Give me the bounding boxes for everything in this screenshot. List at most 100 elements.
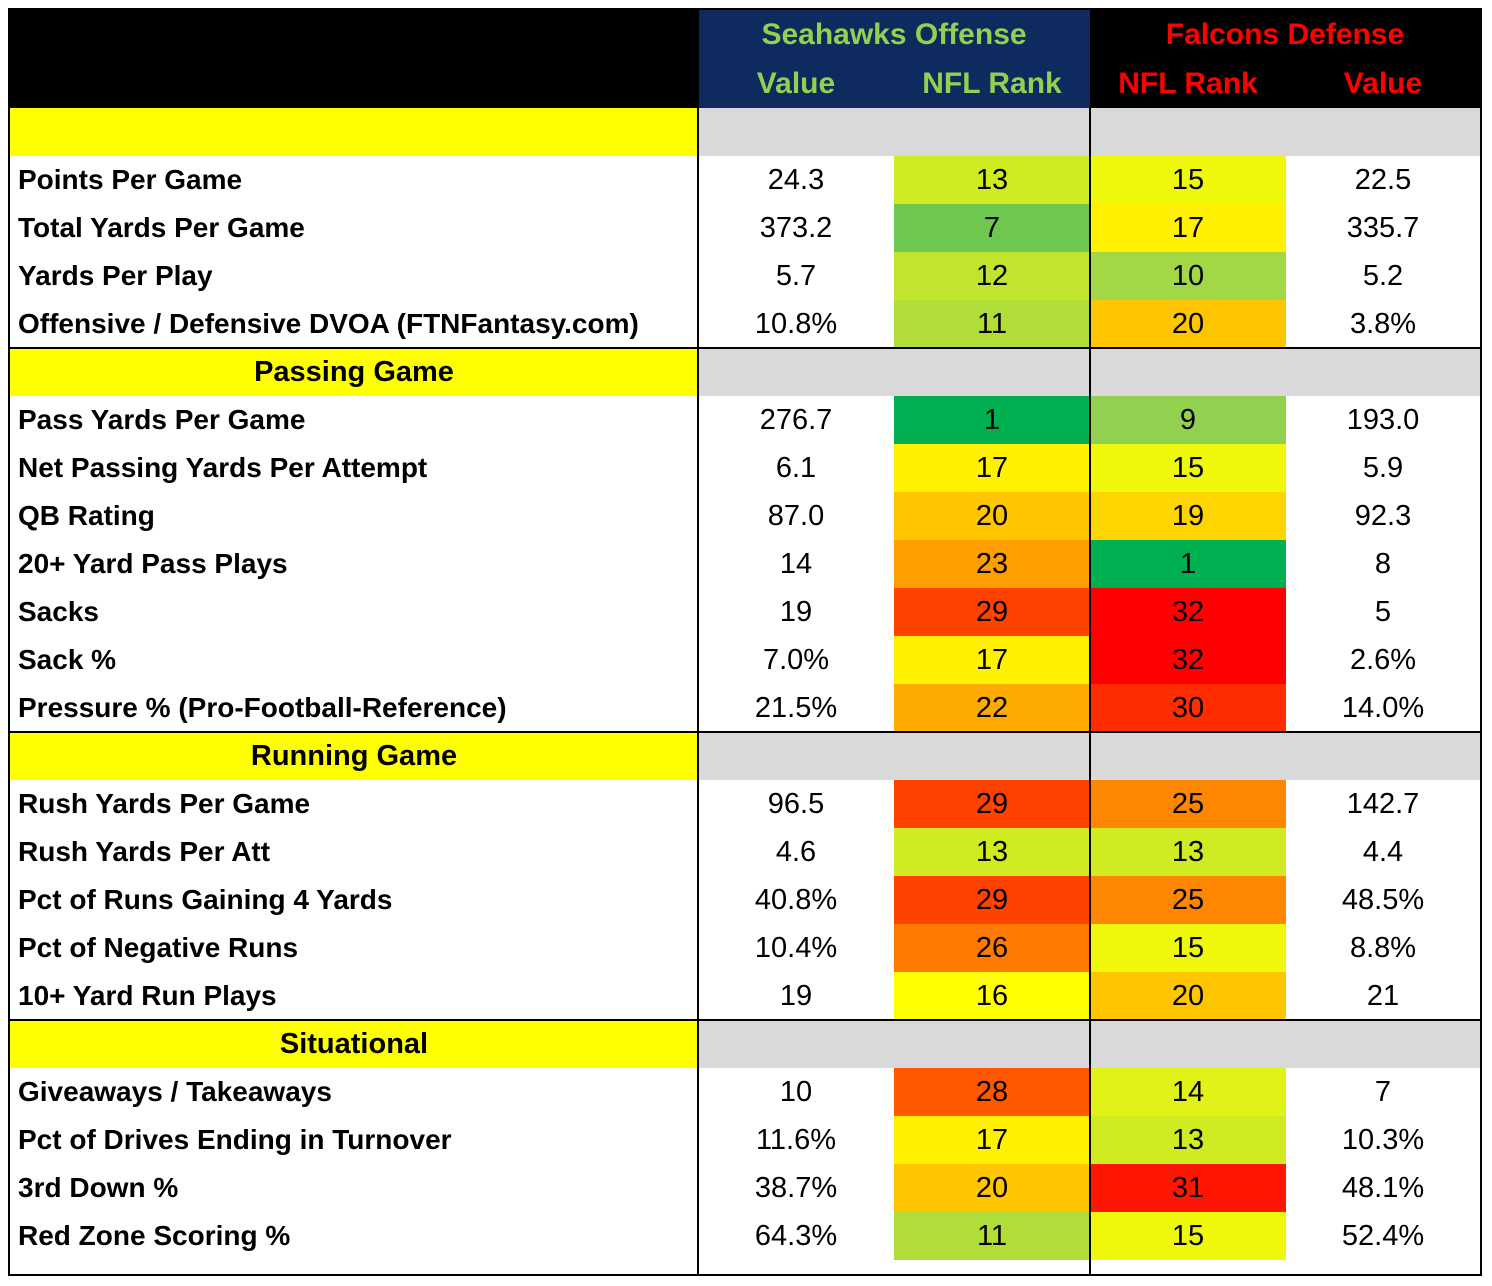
offense-value: 24.3	[767, 163, 825, 196]
defense-rank: 31	[1090, 1164, 1286, 1212]
stat-label: 20+ Yard Pass Plays	[18, 548, 288, 579]
defense-value-header: Value	[1343, 67, 1423, 100]
stat-label: Pass Yards Per Game	[18, 404, 306, 435]
offense-rank: 1	[894, 396, 1090, 444]
stat-label: Pct of Drives Ending in Turnover	[18, 1124, 452, 1155]
offense-rank-header: NFL Rank	[922, 67, 1062, 100]
defense-value: 48.5%	[1341, 883, 1425, 916]
defense-rank: 25	[1090, 876, 1286, 924]
offense-value: 87.0	[767, 499, 825, 532]
defense-value: 48.1%	[1341, 1171, 1425, 1204]
defense-rank: 9	[1090, 396, 1286, 444]
stats-table	[8, 8, 1482, 1276]
offense-value: 276.7	[759, 403, 833, 436]
stat-label: Giveaways / Takeaways	[18, 1076, 332, 1107]
defense-rank: 20	[1090, 972, 1286, 1020]
offense-rank: 17	[894, 444, 1090, 492]
defense-value: 3.8%	[1349, 307, 1417, 340]
offense-value: 5.7	[775, 259, 817, 292]
offense-rank: 11	[894, 1212, 1090, 1260]
section-divider	[10, 1019, 1480, 1021]
offense-rank: 13	[894, 156, 1090, 204]
defense-rank: 14	[1090, 1068, 1286, 1116]
offense-rank: 28	[894, 1068, 1090, 1116]
defense-rank: 15	[1090, 444, 1286, 492]
stat-label: Rush Yards Per Game	[18, 788, 311, 819]
defense-rank: 20	[1090, 300, 1286, 348]
offense-rank: 12	[894, 252, 1090, 300]
offense-rank: 22	[894, 684, 1090, 732]
offense-rank: 29	[894, 876, 1090, 924]
defense-value: 2.6%	[1349, 643, 1417, 676]
offense-header-bg	[698, 10, 1090, 108]
stat-label: Total Yards Per Game	[18, 212, 305, 243]
stat-label: Sack %	[18, 644, 117, 675]
defense-rank: 13	[1090, 1116, 1286, 1164]
offense-value: 10.8%	[754, 307, 838, 340]
defense-value: 52.4%	[1341, 1219, 1425, 1252]
defense-rank-header: NFL Rank	[1118, 67, 1258, 100]
defense-value: 5.2	[1362, 259, 1404, 292]
stat-label: Pct of Runs Gaining 4 Yards	[18, 884, 393, 915]
offense-value: 10.4%	[754, 931, 838, 964]
defense-rank: 32	[1090, 636, 1286, 684]
defense-rank: 19	[1090, 492, 1286, 540]
offense-value: 38.7%	[754, 1171, 838, 1204]
section-title: Situational	[10, 1020, 698, 1068]
stat-label: Red Zone Scoring %	[18, 1220, 291, 1251]
defense-rank: 17	[1090, 204, 1286, 252]
stat-label: Sacks	[18, 596, 99, 627]
offense-rank: 16	[894, 972, 1090, 1020]
offense-value: 373.2	[759, 211, 833, 244]
offense-rank: 7	[894, 204, 1090, 252]
defense-value: 22.5	[1354, 163, 1412, 196]
section-title: Passing Game	[10, 348, 698, 396]
stat-label: Pressure % (Pro-Football-Reference)	[18, 692, 507, 723]
stat-label: Points Per Game	[18, 164, 243, 195]
offense-rank: 29	[894, 588, 1090, 636]
stat-label: 3rd Down %	[18, 1172, 179, 1203]
offense-value: 64.3%	[754, 1219, 838, 1252]
offense-value: 40.8%	[754, 883, 838, 916]
defense-value: 21	[1366, 979, 1400, 1012]
defense-value: 193.0	[1346, 403, 1420, 436]
offense-rank: 13	[894, 828, 1090, 876]
offense-rank: 26	[894, 924, 1090, 972]
offense-value: 19	[779, 979, 813, 1012]
defense-team-title: Falcons Defense	[1165, 18, 1405, 51]
offense-team-title: Seahawks Offense	[761, 18, 1027, 51]
section-divider	[10, 347, 1480, 349]
offense-value: 10	[779, 1075, 813, 1108]
offense-value-header: Value	[756, 67, 836, 100]
offense-value: 14	[779, 547, 813, 580]
offense-value: 96.5	[767, 787, 825, 820]
stat-label: Net Passing Yards Per Attempt	[18, 452, 428, 483]
header-label-area	[10, 10, 698, 108]
offense-value: 19	[779, 595, 813, 628]
defense-rank: 1	[1090, 540, 1286, 588]
offense-value: 7.0%	[762, 643, 830, 676]
divider-label-column	[697, 10, 699, 1274]
defense-rank: 15	[1090, 924, 1286, 972]
defense-rank: 30	[1090, 684, 1286, 732]
offense-rank: 17	[894, 636, 1090, 684]
defense-value: 8.8%	[1349, 931, 1417, 964]
offense-rank: 20	[894, 1164, 1090, 1212]
stat-label: Rush Yards Per Att	[18, 836, 271, 867]
defense-value: 4.4	[1362, 835, 1404, 868]
defense-value: 8	[1374, 547, 1392, 580]
offense-value: 21.5%	[754, 691, 838, 724]
offense-rank: 20	[894, 492, 1090, 540]
stat-label: Yards Per Play	[18, 260, 213, 291]
defense-rank: 15	[1090, 1212, 1286, 1260]
section-title: Running Game	[10, 732, 698, 780]
divider-offense-defense	[1089, 108, 1091, 1274]
offense-rank: 17	[894, 1116, 1090, 1164]
defense-rank: 13	[1090, 828, 1286, 876]
defense-value: 92.3	[1354, 499, 1412, 532]
offense-rank: 29	[894, 780, 1090, 828]
section-title	[10, 108, 698, 156]
defense-value: 7	[1374, 1075, 1392, 1108]
offense-rank: 23	[894, 540, 1090, 588]
defense-value: 5	[1374, 595, 1392, 628]
